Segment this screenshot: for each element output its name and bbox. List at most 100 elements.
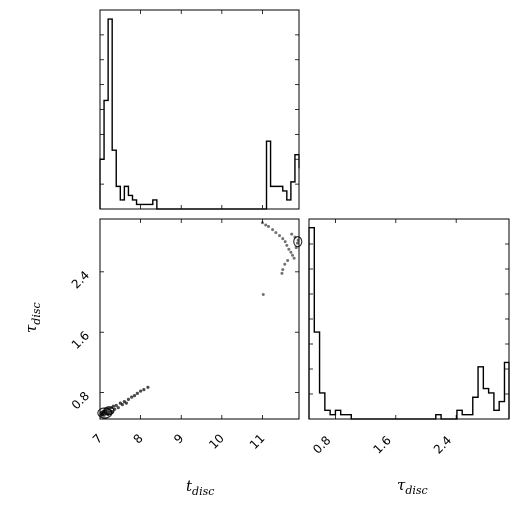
scatter-point-35 [264,223,268,227]
t-disc-hist-bin-8 [132,200,136,209]
joint-y-tick-label-2: 2.4 [69,268,92,291]
x-axis-label-tau-main: τ [397,476,406,494]
scatter-point-23 [120,403,124,407]
joint-x-tick-label-0: 7 [90,431,105,446]
tau-disc-hist-bin-35 [494,410,499,419]
t-disc-hist-bin-41 [267,141,271,209]
scatter-point-33 [261,292,265,296]
scatter-point-26 [126,397,131,401]
scatter-point-18 [111,404,116,408]
y-axis-label-tau-disc: τdisc [22,302,43,333]
tau-disc-hist-bin-3 [325,410,330,419]
tau-disc-hist-bin-2 [320,393,325,419]
joint-scatter-panel: 7 8 9 10 11 0.8 1.6 2.4 [69,218,303,452]
scatter-point-53 [296,238,300,242]
right-x-tick-label-0: 0.8 [310,433,333,456]
tau-disc-hist-bin-0 [309,228,314,419]
t-disc-hist-bin-48 [295,155,299,209]
tau-disc-histogram-panel: 0.8 1.6 2.4 [308,218,510,457]
scatter-point-39 [278,234,282,238]
tau-disc-hist-steps [308,226,510,420]
t-disc-hist-bin-6 [124,186,128,209]
t-disc-hist-bin-11 [145,204,149,209]
tau-disc-hist-bin-30 [467,415,472,419]
right-x-tick-label-1: 1.6 [371,433,394,456]
scatter-point-41 [283,240,287,244]
tau-disc-hist-bin-36 [499,402,504,419]
scatter-point-46 [286,259,290,263]
t-disc-hist-bin-43 [275,186,279,209]
scatter-point-38 [274,231,278,235]
t-disc-hist-bin-5 [120,200,124,209]
scatter-point-43 [287,247,291,251]
scatter-point-32 [146,385,150,389]
tau-disc-hist-bin-31 [473,397,478,419]
scatter-point-30 [139,389,143,393]
tau-disc-hist-bin-7 [346,415,351,419]
joint-frame [99,218,300,420]
t-disc-hist-bin-42 [271,186,275,209]
x-axis-label-t-main: t [186,477,193,495]
scatter-point-42 [285,243,289,247]
t-disc-histogram-panel [99,9,300,210]
x-axis-label-t-disc: tdisc [186,477,214,498]
scatter-point-52 [295,241,299,245]
scatter-point-34 [260,221,264,225]
t-disc-hist-bin-10 [141,204,145,209]
scatter-point-48 [281,268,285,272]
t-disc-hist-bin-7 [128,195,132,209]
scatter-point-49 [280,271,284,275]
t-disc-hist-bin-13 [153,200,157,209]
t-disc-hist-bin-2 [108,19,112,209]
scatter-point-29 [135,391,139,395]
tau-disc-hist-bin-1 [314,332,319,419]
scatter-point-36 [267,225,271,229]
tau-disc-hist-bin-24 [436,415,441,419]
scatter-point-45 [291,253,295,257]
joint-x-tick-label-3: 10 [206,431,227,452]
t-disc-hist-bin-3 [112,150,116,209]
joint-x-tick-label-4: 11 [247,431,268,452]
tau-disc-hist-bin-6 [341,415,346,419]
density-contour-1 [103,406,115,416]
t-disc-hist-bin-45 [283,191,287,209]
tau-disc-hist-bin-28 [457,410,462,419]
t-disc-hist-bin-46 [287,200,291,209]
tau-disc-hist-bin-4 [330,415,335,419]
joint-y-tick-label-1: 1.6 [69,328,92,351]
scatter-point-40 [281,237,285,241]
x-axis-label-tau-sub: disc [405,484,427,497]
scatter-point-47 [283,262,287,266]
axis-labels: tdisc τdisc τdisc [22,302,428,498]
t-disc-hist-bin-44 [279,186,283,209]
density-contour-2 [293,236,303,248]
scatter-point-25 [124,401,128,405]
t-disc-hist-bin-47 [291,182,295,209]
joint-x-tick-label-2: 9 [171,431,186,446]
t-disc-hist-bin-9 [137,204,141,209]
scatter-point-20 [114,403,118,408]
scatter-point-44 [289,250,293,254]
y-axis-label-tau-main: τ [22,324,40,333]
tau-disc-hist-bin-5 [335,410,340,419]
right-x-tick-label-2: 2.4 [431,433,454,456]
t-disc-hist-bin-1 [104,100,108,209]
x-axis-label-t-sub: disc [192,485,214,498]
tau-disc-hist-bin-34 [489,393,494,419]
tau-disc-hist-bin-37 [504,362,509,419]
scatter-point-55 [290,232,294,236]
y-axis-label-tau-sub: disc [30,302,43,324]
scatter-point-50 [292,256,296,260]
scatter-point-54 [293,235,297,239]
t-disc-hist-bin-12 [149,204,153,209]
tau-disc-hist-bin-33 [483,389,488,419]
scatter-point-31 [142,387,146,392]
scatter-point-37 [271,228,275,232]
tau-disc-hist-bin-32 [478,367,483,419]
joint-y-tick-label-0: 0.8 [69,389,92,412]
scatter-point-21 [116,406,120,410]
joint-x-tick-label-1: 8 [130,431,145,446]
scatter-point-28 [132,394,137,398]
x-axis-label-tau-disc: τdisc [397,476,428,497]
